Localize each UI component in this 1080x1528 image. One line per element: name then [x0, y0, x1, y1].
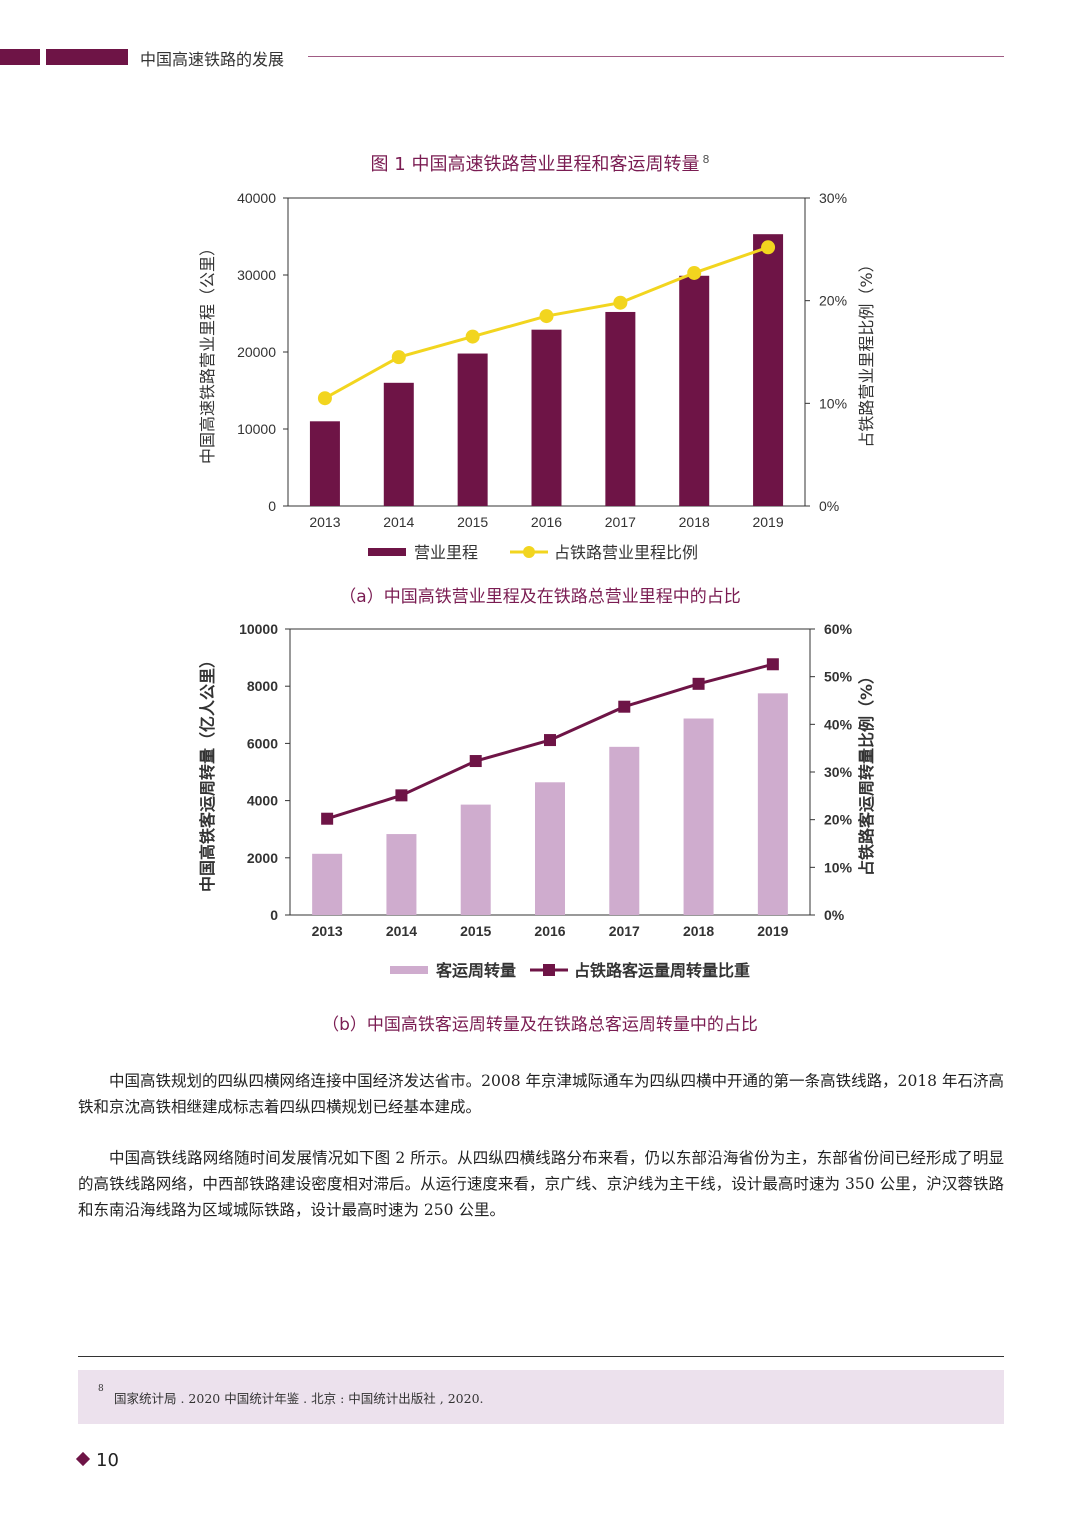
y-right-axis-title: 占铁路营业里程比例（%）	[857, 256, 876, 447]
page-number-text: 10	[96, 1450, 119, 1471]
y-left-tick-label: 8000	[247, 678, 278, 694]
line-point	[317, 391, 332, 406]
y-left-axis-title: 中国高铁客运周转量（亿人公里）	[198, 652, 217, 892]
y-right-tick-label: 10%	[824, 859, 853, 875]
line-point	[687, 265, 702, 280]
x-tick-label: 2017	[605, 514, 636, 530]
chart-a: 0 10000 20000 30000 40000 0% 10% 20% 30% 2013 2014…	[198, 190, 876, 562]
bar	[683, 718, 714, 915]
legend-swatch-bar	[390, 966, 428, 974]
x-tick-label: 2016	[534, 923, 565, 939]
bar	[312, 853, 343, 915]
footnote-box: 8 国家统计局 . 2020 中国统计年鉴 . 北京 : 中国统计出版社 , 2…	[78, 1370, 1004, 1424]
y-right-tick-label: 0%	[819, 498, 839, 514]
y-right-tick-label: 50%	[824, 669, 853, 685]
legend-label-line: 占铁路客运量周转量比重	[574, 961, 750, 980]
bar	[605, 311, 636, 506]
footnote-rule	[78, 1356, 1004, 1357]
legend-label-bar: 营业里程	[414, 543, 478, 562]
bar	[757, 693, 788, 915]
bar	[309, 421, 340, 506]
y-left-tick-label: 2000	[247, 850, 278, 866]
bar	[383, 382, 414, 506]
bar	[609, 746, 640, 915]
line-point	[766, 658, 779, 671]
y-left-tick-label: 0	[270, 907, 278, 923]
footnote-mark: 8	[98, 1384, 104, 1394]
y-left-tick-label: 0	[268, 498, 276, 514]
x-tick-label: 2019	[757, 923, 788, 939]
line-point	[692, 677, 705, 690]
bar	[531, 329, 562, 506]
line-point	[761, 240, 776, 255]
line-point	[539, 309, 554, 324]
legend-label-bar: 客运周转量	[436, 961, 516, 980]
page-number: 10	[75, 1450, 119, 1471]
figure-footnote-ref: 8	[702, 153, 710, 166]
y-left-axis-title: 中国高速铁路营业里程（公里）	[198, 240, 217, 464]
y-right-tick-label: 10%	[819, 395, 847, 411]
footnote-text: 国家统计局 . 2020 中国统计年鉴 . 北京 : 中国统计出版社 , 202…	[114, 1391, 484, 1406]
y-right-tick-label: 60%	[824, 621, 853, 637]
line-point	[613, 295, 628, 310]
y-right-tick-label: 20%	[819, 293, 847, 309]
y-left-tick-label: 6000	[247, 735, 278, 751]
chart-b-caption: （b）中国高铁客运周转量及在铁路总客运周转量中的占比	[322, 1015, 758, 1035]
x-tick-label: 2016	[531, 514, 562, 530]
legend-swatch-marker	[523, 546, 535, 558]
x-tick-label: 2018	[683, 923, 714, 939]
line-point	[465, 329, 480, 344]
bar	[535, 782, 565, 915]
bar	[386, 834, 417, 915]
chart-a-caption: （a）中国高铁营业里程及在铁路总营业里程中的占比	[339, 587, 741, 607]
x-tick-label: 2013	[309, 514, 340, 530]
header-rule	[308, 56, 1004, 57]
x-tick-label: 2015	[457, 514, 488, 530]
header-title: 中国高速铁路的发展	[140, 50, 285, 69]
legend-label-line: 占铁路营业里程比例	[554, 543, 698, 562]
y-left-tick-label: 10000	[237, 421, 276, 437]
line-point	[544, 734, 556, 747]
line-point	[321, 812, 334, 825]
line-point	[469, 755, 482, 768]
bar	[457, 353, 488, 506]
y-right-tick-label: 30%	[819, 190, 847, 206]
y-left-tick-label: 20000	[237, 344, 276, 360]
y-right-tick-label: 20%	[824, 812, 853, 828]
y-left-tick-label: 10000	[239, 621, 278, 637]
y-left-tick-label: 4000	[247, 793, 278, 809]
y-right-axis-title: 占铁路客运周转量比例（%）	[857, 668, 876, 876]
header-bar-left	[0, 49, 40, 65]
y-right-tick-label: 40%	[824, 716, 853, 732]
legend-swatch-bar	[368, 548, 406, 556]
x-tick-label: 2017	[609, 923, 640, 939]
body-paragraph-2: 中国高铁线路网络随时间发展情况如下图 2 所示。从四纵四横线路分布来看，仍以东部…	[78, 1149, 1004, 1219]
bar	[753, 234, 784, 506]
line-point	[618, 700, 631, 713]
y-right-tick-label: 0%	[824, 907, 845, 923]
figure-title: 图 1 中国高速铁路营业里程和客运周转量 8	[0, 150, 1080, 176]
diamond-icon	[75, 1451, 91, 1467]
body-paragraph-1: 中国高铁规划的四纵四横网络连接中国经济发达省市。2008 年京津城际通车为四纵四…	[78, 1072, 1004, 1116]
x-tick-label: 2015	[460, 923, 491, 939]
y-left-tick-label: 30000	[237, 267, 276, 283]
x-tick-label: 2019	[752, 514, 783, 530]
page-header: 中国高速铁路的发展	[0, 44, 1080, 70]
y-left-tick-label: 40000	[237, 190, 276, 206]
x-tick-label: 2014	[386, 923, 417, 939]
y-right-tick-label: 30%	[824, 764, 853, 780]
chart-b: 0 2000 4000 6000 8000 10000 0% 10% 20% 30% 40% 50% 6…	[198, 621, 876, 980]
x-tick-label: 2014	[383, 514, 414, 530]
bar	[460, 804, 491, 915]
x-tick-label: 2018	[679, 514, 710, 530]
bar	[679, 275, 710, 506]
legend-swatch-marker	[543, 964, 555, 976]
line-point	[391, 350, 406, 365]
x-tick-label: 2013	[312, 923, 343, 939]
figure-title-text: 图 1 中国高速铁路营业里程和客运周转量	[370, 154, 700, 175]
header-bar-right	[46, 49, 128, 65]
line-point	[395, 789, 408, 802]
